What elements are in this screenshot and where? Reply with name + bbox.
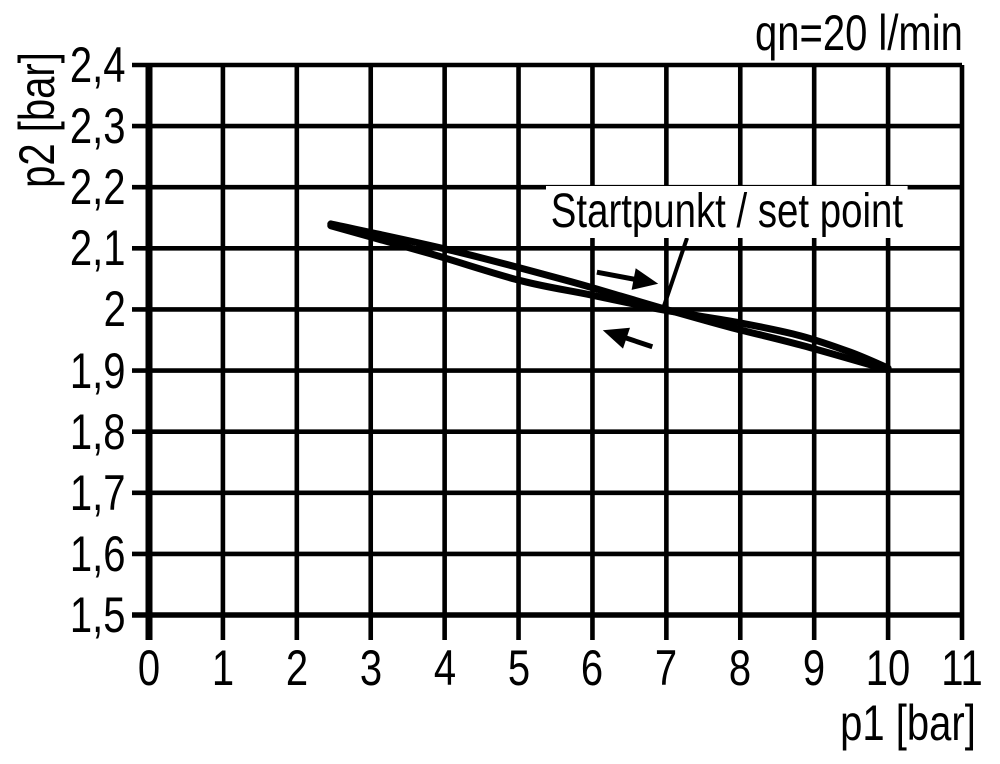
y-axis-tick-label: 2,1 — [70, 220, 126, 277]
curve-hysteresis-decreasing-p1 — [327, 222, 892, 372]
y-axis-tick-label: 2,4 — [70, 37, 126, 93]
x-axis-tick-label: 2 — [285, 640, 308, 696]
y-axis-title: p2 [bar] — [9, 52, 65, 188]
x-axis-tick-label: 8 — [729, 640, 752, 696]
y-axis-tick-label: 1,5 — [70, 587, 126, 643]
y-axis-tick-label: 1,7 — [70, 464, 126, 521]
y-axis-tick-label: 1,9 — [70, 342, 126, 399]
direction-right-arrow-head — [631, 268, 659, 290]
x-axis-tick-label: 9 — [803, 640, 826, 696]
curve-hysteresis-increasing-p1 — [327, 220, 892, 374]
x-axis-tick-label: 11 — [941, 640, 983, 696]
x-axis-tick-label: 0 — [137, 640, 161, 696]
x-axis-tick-label: 5 — [507, 640, 530, 696]
flow-rate-caption: qn=20 l/min — [755, 5, 963, 61]
x-axis-tick-label: 7 — [655, 640, 678, 696]
set-point-annotation-label: Startpunkt / set point — [546, 186, 908, 238]
y-axis-tick-label: 2,2 — [70, 159, 126, 216]
y-axis-tick-label: 1,8 — [70, 403, 126, 460]
x-axis-tick-label: 1 — [211, 640, 235, 696]
direction-left-arrow-head — [602, 327, 630, 349]
y-axis-tick-label: 2,3 — [70, 98, 126, 155]
x-axis-tick-label: 4 — [433, 640, 456, 696]
x-axis-tick-label: 10 — [865, 640, 911, 696]
y-axis-tick-label: 2 — [103, 281, 126, 338]
x-axis-tick-label: 6 — [581, 640, 604, 696]
x-axis-title: p1 [bar] — [840, 695, 976, 751]
direction-right-arrow-shaft — [596, 269, 639, 283]
set-point-leader-line — [661, 237, 689, 309]
y-axis-tick-label: 1,6 — [70, 525, 126, 582]
direction-left-arrow-shaft — [621, 334, 654, 350]
x-axis-tick-label: 3 — [359, 640, 382, 696]
